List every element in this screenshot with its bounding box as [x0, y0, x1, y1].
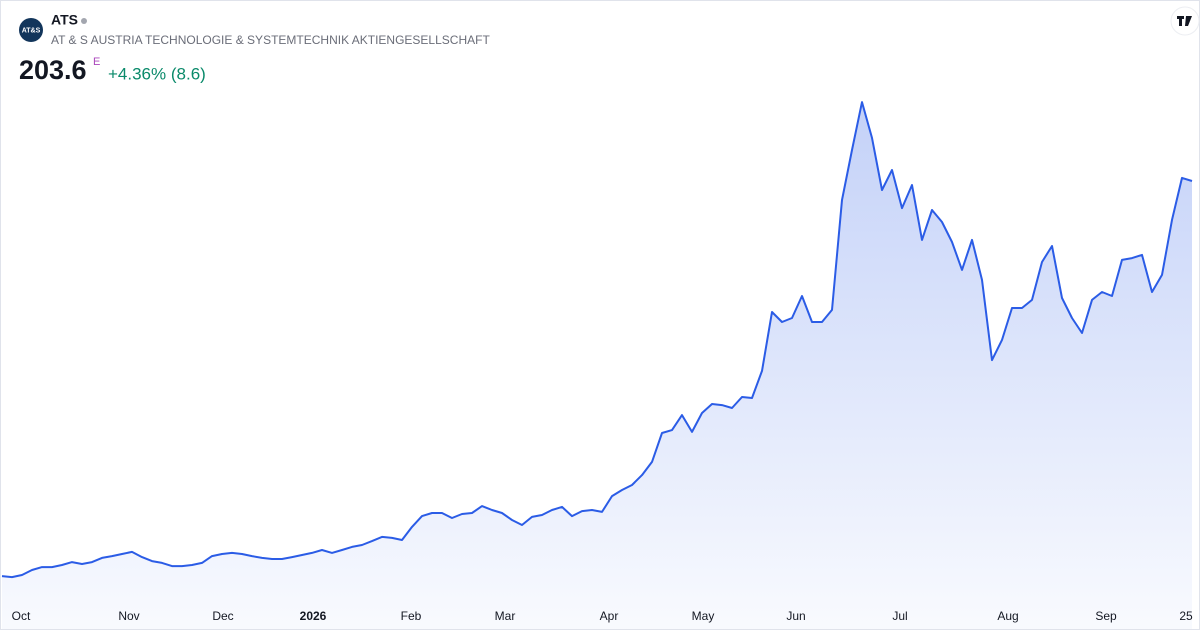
tv-logo[interactable] [1170, 6, 1200, 36]
logo [19, 18, 43, 42]
change: +4.36% (8.6) [108, 64, 206, 83]
logo-text: AT&S [22, 27, 41, 34]
x-tick-label: Oct [12, 609, 31, 623]
x-tick-label: 25 [1179, 609, 1193, 623]
x-tick-label: May [692, 609, 715, 623]
x-tick-label: 2026 [300, 609, 327, 623]
company-name: AT & S AUSTRIA TECHNOLOGIE & SYSTEMTECHN… [51, 33, 490, 47]
status-dot [81, 18, 87, 24]
symbol: ATS [51, 12, 78, 28]
x-tick-label: Dec [212, 609, 233, 623]
x-tick-label: Feb [401, 609, 422, 623]
tv-logo-mark [1177, 16, 1192, 26]
x-tick-label: Nov [118, 609, 139, 623]
x-tick-label: Jul [892, 609, 907, 623]
x-tick-label: Sep [1095, 609, 1117, 623]
area-fill [2, 102, 1192, 630]
x-tick-label: Aug [997, 609, 1018, 623]
price-line [1, 101, 1193, 579]
x-tick-label: Mar [495, 609, 516, 623]
tv-logo-bg [1170, 6, 1200, 36]
price: 203.6 [19, 55, 87, 85]
plot: Oct Nov Dec 2026 Feb Mar Apr May Jun Jul Aug Sep 25 [1, 101, 1193, 630]
x-tick-label: Apr [600, 609, 619, 623]
x-tick-label: Jun [786, 609, 805, 623]
price-flag: E [93, 56, 100, 68]
